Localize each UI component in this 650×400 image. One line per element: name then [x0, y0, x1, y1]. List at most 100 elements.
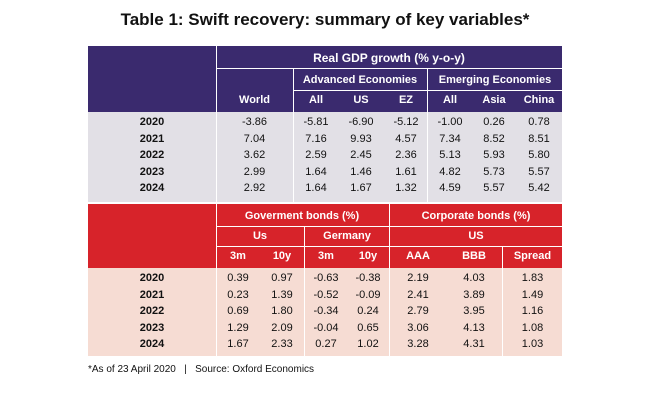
gdp-group-advanced: Advanced Economies — [302, 74, 418, 86]
divider — [216, 268, 217, 356]
gdp-cell: 2.59 — [305, 149, 327, 161]
gdp-col-header: All — [308, 94, 324, 106]
gdp-cell: 5.73 — [483, 165, 505, 178]
bond-cell: 0.97 — [271, 272, 293, 284]
bonds-header-corp: Corporate bonds (%) — [421, 210, 531, 222]
bond-row-year: 2020 — [139, 272, 165, 284]
bond-col-header: 10y — [358, 250, 378, 262]
bond-cell: 1.39 — [271, 288, 293, 301]
bond-cell: 3.89 — [463, 288, 485, 301]
bond-col-header: 3m — [230, 250, 246, 262]
bond-cell: -0.52 — [313, 288, 339, 301]
gdp-cell: 2.99 — [243, 165, 266, 178]
bond-col-header: AAA — [406, 250, 430, 262]
bond-col-header: BBB — [462, 250, 486, 262]
gdp-col-header: EZ — [398, 94, 414, 106]
bond-cell: 0.65 — [357, 321, 379, 334]
gdp-col-header: World — [239, 94, 270, 106]
gdp-cell: -1.00 — [437, 116, 463, 128]
gdp-col-header: All — [442, 94, 458, 106]
gdp-cell: 5.57 — [528, 165, 550, 178]
bonds-header — [88, 204, 562, 268]
gdp-cell: -3.86 — [241, 116, 268, 128]
bonds-group-us: Us — [252, 230, 268, 242]
gdp-cell: 5.42 — [528, 182, 550, 194]
divider — [293, 68, 294, 202]
bond-cell: -0.63 — [313, 272, 339, 284]
bond-row-year: 2021 — [139, 288, 165, 301]
bond-cell: 1.03 — [521, 338, 544, 350]
bond-cell: 2.79 — [407, 305, 429, 317]
gdp-cell: 4.82 — [439, 165, 461, 178]
bond-cell: 1.80 — [271, 305, 293, 317]
gdp-cell: 0.78 — [528, 116, 550, 128]
gdp-cell: 8.52 — [483, 132, 505, 145]
bond-cell: 1.67 — [227, 338, 249, 350]
divider — [427, 68, 428, 202]
bond-cell: -0.34 — [313, 305, 339, 317]
bond-cell: 1.49 — [521, 288, 544, 301]
bond-cell: 2.41 — [407, 288, 429, 301]
gdp-cell: 7.16 — [305, 132, 327, 145]
gdp-header — [88, 46, 562, 112]
bond-row-year: 2024 — [139, 338, 165, 350]
gdp-row-year: 2024 — [139, 182, 165, 194]
gdp-cell: 3.62 — [243, 149, 266, 161]
footnote: *As of 23 April 2020 | Source: Oxford Ec… — [88, 364, 315, 375]
gdp-row-year: 2020 — [139, 116, 165, 128]
bond-cell: -0.04 — [313, 321, 339, 334]
bond-col-header: Spread — [513, 250, 552, 262]
divider — [294, 90, 562, 91]
gdp-cell: 9.93 — [350, 132, 372, 145]
gdp-col-header: China — [523, 94, 555, 106]
bond-cell: 0.24 — [357, 305, 379, 317]
bond-cell: 4.03 — [463, 272, 485, 284]
divider — [304, 226, 305, 268]
divider — [389, 204, 390, 268]
gdp-cell: 5.13 — [439, 149, 461, 161]
bond-cell: 0.39 — [227, 272, 249, 284]
gdp-cell: 5.93 — [483, 149, 505, 161]
bond-col-header: 10y — [272, 250, 292, 262]
gdp-cell: -6.90 — [348, 116, 374, 128]
gdp-cell: 2.92 — [243, 182, 266, 194]
bonds-group-corp-us: US — [468, 230, 484, 242]
gdp-cell: 2.36 — [395, 149, 417, 161]
divider — [389, 268, 390, 356]
gdp-cell: 4.57 — [395, 132, 417, 145]
gdp-cell: 1.32 — [395, 182, 417, 194]
bond-row-year: 2023 — [139, 321, 165, 334]
gdp-cell: 5.57 — [483, 182, 505, 194]
bond-cell: 0.23 — [227, 288, 249, 301]
gdp-cell: 1.67 — [350, 182, 372, 194]
bond-cell: 1.02 — [357, 338, 379, 350]
gdp-cell: 1.64 — [305, 182, 327, 194]
gdp-cell: 4.59 — [439, 182, 461, 194]
divider — [502, 246, 503, 268]
divider — [502, 268, 503, 356]
bond-cell: -0.38 — [355, 272, 381, 284]
bond-cell: 2.33 — [271, 338, 293, 350]
gdp-cell: 2.45 — [350, 149, 372, 161]
gdp-cell: 1.64 — [305, 165, 327, 178]
gdp-cell: 8.51 — [528, 132, 550, 145]
bond-cell: 1.08 — [521, 321, 544, 334]
bond-cell: 0.27 — [315, 338, 337, 350]
gdp-col-header: Asia — [482, 94, 506, 106]
bond-cell: 1.29 — [227, 321, 249, 334]
gdp-row-year: 2023 — [139, 165, 165, 178]
summary-table: Real GDP growth (% y-o-y) Advanced Econo… — [88, 46, 562, 356]
gdp-cell: -5.81 — [303, 116, 329, 128]
bond-cell: 3.95 — [463, 305, 485, 317]
bond-cell: 4.13 — [463, 321, 485, 334]
gdp-cell: 1.46 — [350, 165, 372, 178]
bond-cell: 0.69 — [227, 305, 249, 317]
bond-cell: -0.09 — [355, 288, 381, 301]
divider — [216, 68, 562, 69]
gdp-row-year: 2022 — [139, 149, 165, 161]
bond-row-year: 2022 — [139, 305, 165, 317]
gdp-col-header: US — [353, 94, 369, 106]
bond-cell: 3.06 — [407, 321, 429, 334]
bonds-body — [88, 268, 562, 356]
bonds-group-germany: Germany — [323, 230, 371, 242]
